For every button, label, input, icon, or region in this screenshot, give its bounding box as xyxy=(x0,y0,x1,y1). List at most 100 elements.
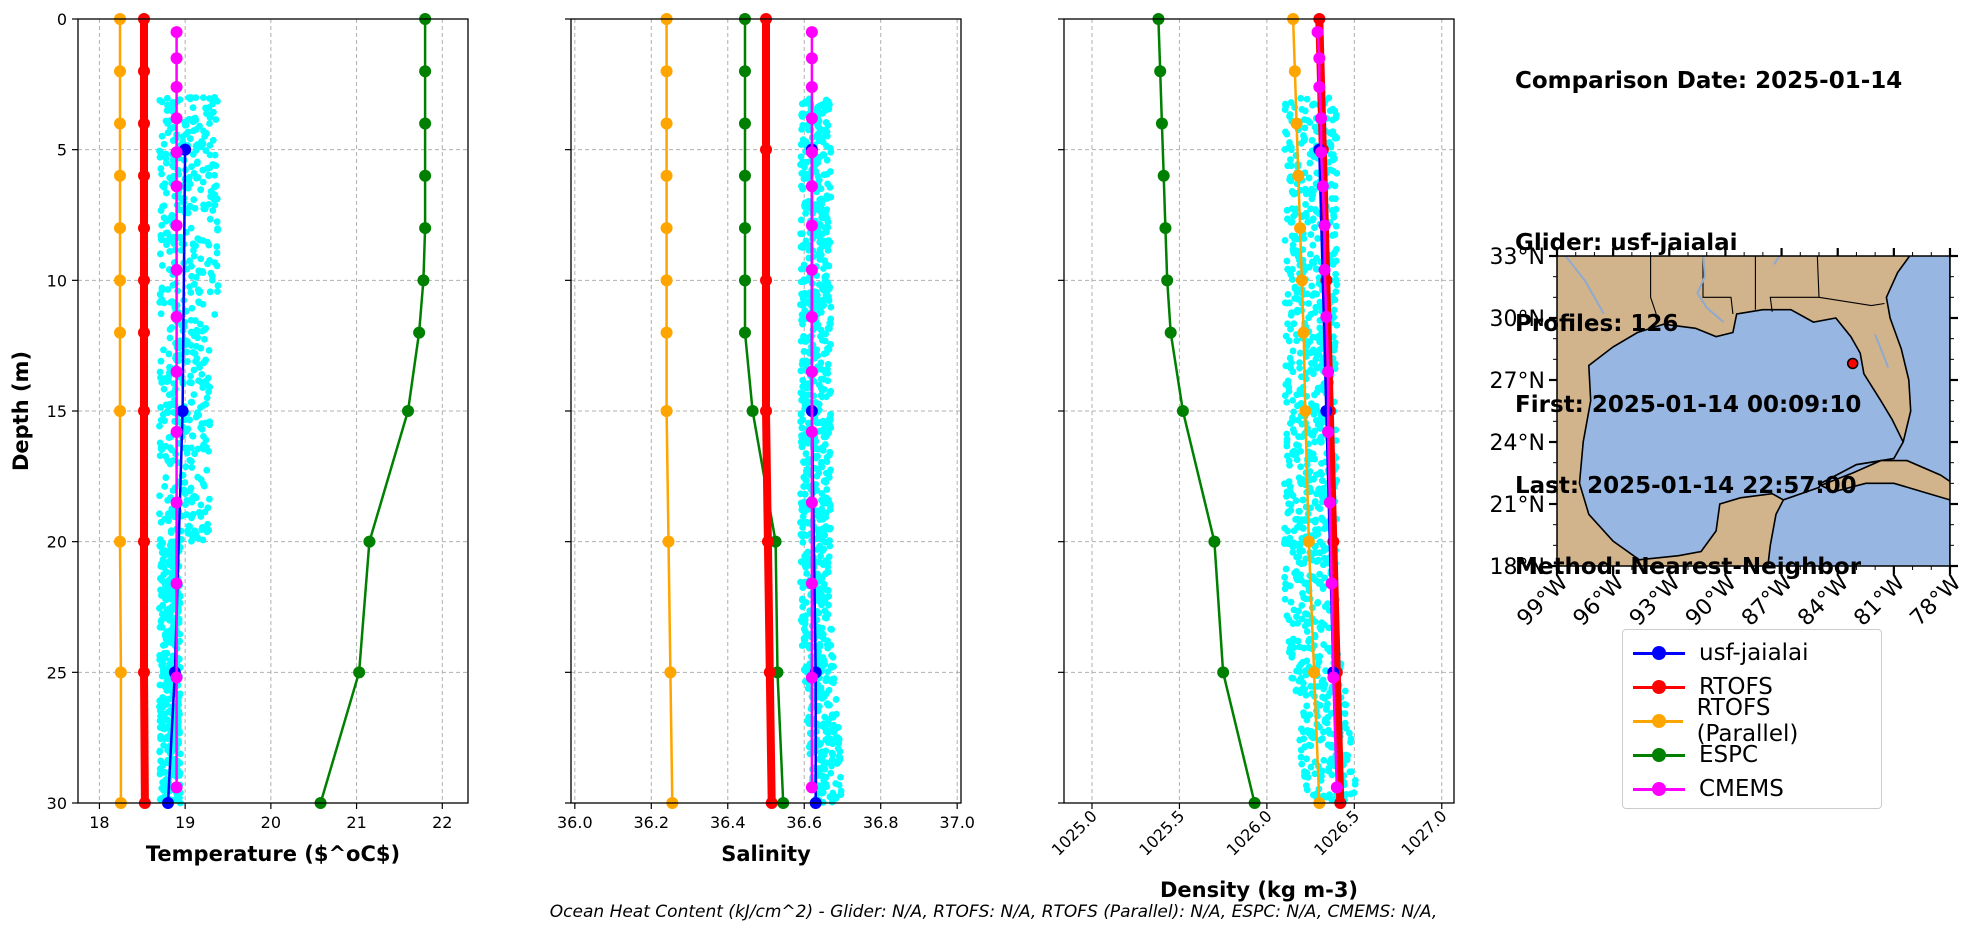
scatter-point xyxy=(1351,776,1359,784)
scatter-point xyxy=(203,110,210,117)
scatter-point xyxy=(817,692,824,700)
info-panel: Comparison Date: 2025-01-14 Glider: usf-… xyxy=(1515,14,1902,635)
legend-swatch-glider xyxy=(1633,643,1685,663)
scatter-point xyxy=(800,508,808,516)
scatter-point xyxy=(823,610,831,617)
scatter-point xyxy=(1308,185,1316,193)
scatter-point xyxy=(163,94,171,102)
scatter-point xyxy=(1301,185,1309,193)
scatter-point xyxy=(1304,727,1311,734)
scatter-point xyxy=(185,203,193,211)
scatter-point xyxy=(1299,589,1306,597)
scatter-point xyxy=(800,458,807,466)
scatter-point xyxy=(1306,159,1314,167)
scatter-point xyxy=(166,248,174,255)
scatter-point xyxy=(1306,635,1313,643)
scatter-point xyxy=(805,713,813,721)
scatter-point xyxy=(819,500,827,507)
scatter-point xyxy=(193,326,200,334)
scatter-point xyxy=(1305,741,1313,749)
scatter-point xyxy=(197,143,205,151)
espc-marker xyxy=(363,535,376,548)
scatter-point xyxy=(1308,292,1316,299)
scatter-point xyxy=(156,250,164,258)
scatter-point xyxy=(802,334,810,342)
scatter-point xyxy=(177,233,185,241)
scatter-point xyxy=(162,699,170,706)
scatter-point xyxy=(1329,156,1336,164)
scatter-point xyxy=(837,773,844,781)
scatter-point xyxy=(1314,598,1322,606)
scatter-point xyxy=(801,289,809,297)
espc-marker xyxy=(402,405,414,417)
scatter-point xyxy=(826,183,834,191)
scatter-point xyxy=(797,530,805,538)
glider-name: Glider: usf-jaialai xyxy=(1515,230,1738,256)
scatter-point xyxy=(1319,516,1327,524)
scatter-point xyxy=(156,368,164,376)
scatter-point xyxy=(198,370,206,378)
scatter-point xyxy=(1313,364,1321,372)
scatter-point xyxy=(189,510,197,518)
scatter-point xyxy=(194,174,202,181)
rtofs-marker xyxy=(760,405,772,417)
scatter-point xyxy=(1290,447,1298,455)
x-tick-label: 1025.5 xyxy=(1135,806,1188,859)
scatter-point xyxy=(837,787,845,795)
scatter-point xyxy=(176,750,184,758)
scatter-point xyxy=(805,391,812,399)
scatter-point xyxy=(814,352,822,360)
scatter-point xyxy=(826,101,833,108)
espc-marker xyxy=(1154,65,1167,78)
rtofs-parallel-marker xyxy=(1299,405,1312,417)
scatter-point xyxy=(190,280,198,288)
scatter-point xyxy=(797,418,805,425)
scatter-point xyxy=(1282,565,1290,573)
scatter-point xyxy=(1321,574,1329,582)
scatter-point xyxy=(823,674,831,682)
scatter-point xyxy=(827,411,834,419)
scatter-point xyxy=(167,298,175,306)
scatter-point xyxy=(797,367,805,375)
scatter-point xyxy=(1302,201,1309,208)
usf-jaialai-marker xyxy=(1320,405,1333,417)
scatter-point xyxy=(182,428,190,435)
scatter-point xyxy=(1286,139,1293,146)
rtofs-parallel-marker xyxy=(1294,222,1307,235)
cmems-marker xyxy=(1318,219,1331,232)
scatter-point xyxy=(798,443,806,451)
scatter-point xyxy=(162,452,170,460)
cmems-marker xyxy=(1320,310,1333,323)
scatter-point xyxy=(208,276,216,284)
scatter-point xyxy=(817,359,825,367)
scatter-point xyxy=(832,696,840,703)
scatter-point xyxy=(819,444,827,451)
scatter-point xyxy=(822,690,830,698)
scatter-point xyxy=(1303,755,1310,763)
scatter-point xyxy=(1315,351,1323,359)
scatter-point xyxy=(212,116,220,123)
scatter-point xyxy=(1284,320,1291,328)
scatter-point xyxy=(188,444,195,452)
scatter-point xyxy=(1290,320,1298,328)
scatter-point xyxy=(191,204,199,212)
scatter-point xyxy=(1300,644,1308,652)
scatter-point xyxy=(199,166,207,174)
scatter-point xyxy=(819,151,827,158)
scatter-point xyxy=(1308,690,1316,697)
scatter-point xyxy=(1308,400,1315,408)
scatter-point xyxy=(1298,516,1305,524)
scatter-point xyxy=(164,631,172,639)
cmems-marker xyxy=(170,263,183,276)
scatter-point xyxy=(187,316,195,324)
scatter-point xyxy=(198,138,205,145)
scatter-point xyxy=(214,288,221,295)
scatter-point xyxy=(156,422,163,430)
series-espc xyxy=(738,13,790,809)
rtofs-parallel-marker xyxy=(660,326,673,339)
scatter-point xyxy=(1310,410,1318,418)
scatter-point xyxy=(1307,763,1315,771)
scatter-point xyxy=(824,719,831,727)
scatter-point xyxy=(1298,760,1306,768)
scatter-point xyxy=(814,546,822,553)
